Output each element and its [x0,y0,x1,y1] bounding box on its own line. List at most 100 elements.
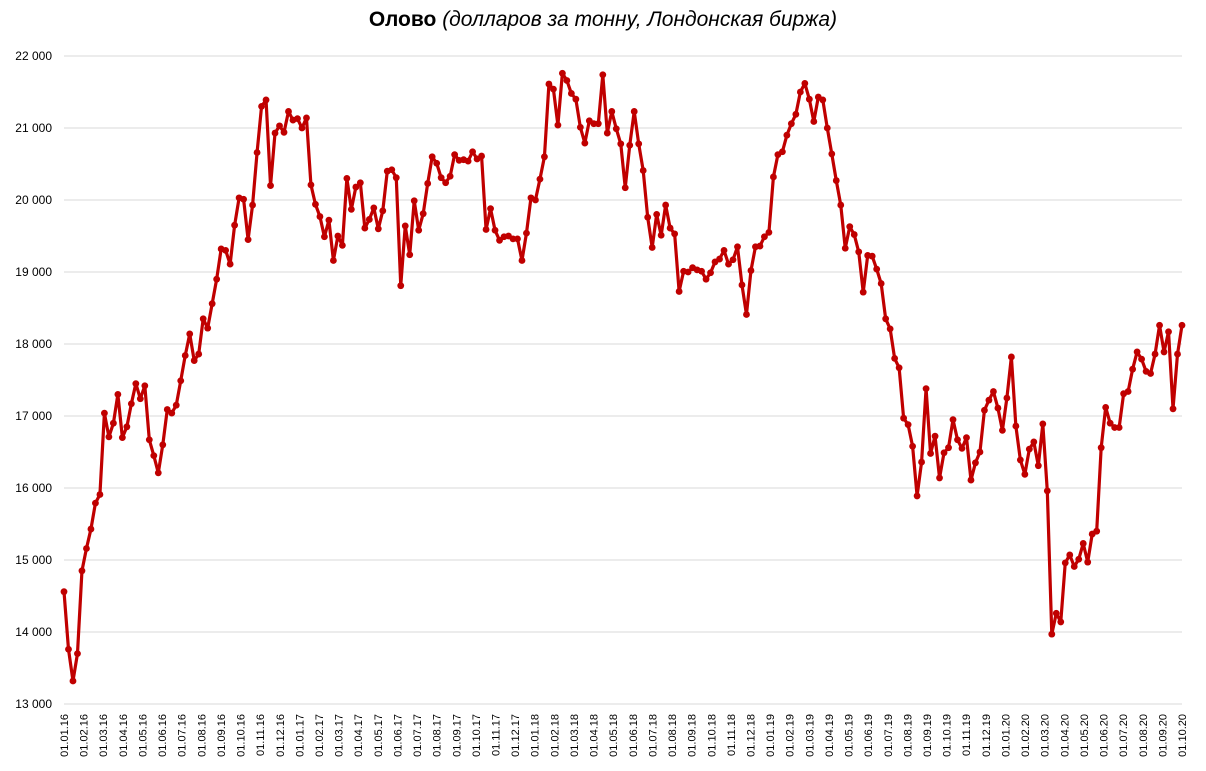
data-point [1178,321,1186,329]
gridlines [64,55,1182,705]
data-point [118,434,126,441]
data-point [109,419,117,427]
data-point [882,315,890,323]
x-tick-label: 01.07.16 [177,714,189,757]
data-point [608,108,616,115]
data-point [397,282,405,290]
data-point [931,432,939,440]
data-point [783,131,791,139]
data-point [267,182,274,190]
data-point [859,288,867,296]
data-point [379,207,387,215]
data-point [954,436,961,444]
x-axis-ticks: 01.01.16 01.02.16 01.03.16 01.04.16 01.05.16… [59,714,1189,757]
x-tick-label: 01.03.19 [804,714,816,757]
data-point [994,404,1002,412]
data-point [101,409,108,417]
data-point [1034,462,1042,470]
x-tick-label: 01.04.20 [1059,714,1071,757]
data-point [554,121,562,129]
y-tick-label: 21 000 [15,121,52,135]
data-point [141,382,149,390]
data-point [208,300,216,308]
data-point [868,252,876,260]
x-tick-label: 01.09.17 [451,714,463,757]
data-point [352,183,360,191]
data-point [621,184,629,192]
data-point [361,224,369,232]
data-point [617,140,625,148]
data-point [181,352,189,359]
data-point [1165,328,1172,336]
data-point [150,452,158,459]
data-point [1138,355,1145,363]
data-point [523,229,530,237]
data-point [698,267,705,275]
data-point [195,350,203,358]
data-point [644,213,652,221]
data-point [756,242,764,250]
data-point [545,80,553,88]
data-point [707,269,714,277]
data-point [74,650,81,657]
data-point [136,395,144,403]
x-tick-label: 01.09.20 [1157,714,1169,757]
data-point [837,201,845,209]
data-point [536,175,544,183]
data-point [967,476,975,484]
data-point [280,128,288,136]
x-tick-label: 01.06.20 [1099,714,1111,757]
data-point [294,115,301,123]
data-point [334,232,342,240]
data-point [841,244,849,252]
data-point [1057,618,1065,626]
data-point [909,442,916,450]
data-point [312,200,319,208]
data-point [244,236,252,244]
data-point [451,151,459,159]
data-point [770,173,777,181]
data-point [240,195,248,203]
data-point [778,148,786,156]
x-tick-label: 01.12.19 [981,714,993,757]
data-point [972,459,979,467]
x-tick-label: 01.06.19 [863,714,875,757]
data-point [419,210,427,218]
x-tick-label: 01.01.19 [765,714,777,757]
data-point [514,235,521,243]
data-point [442,179,450,187]
data-point [855,248,863,256]
data-point [949,416,957,423]
data-point [729,256,737,264]
x-tick-label: 01.03.17 [334,714,346,757]
data-point [271,129,279,137]
x-tick-label: 01.10.20 [1177,714,1189,757]
data-point [518,257,526,264]
x-tick-label: 01.04.18 [589,714,601,757]
x-tick-label: 01.11.17 [491,714,503,756]
x-tick-label: 01.06.17 [392,714,404,757]
x-tick-label: 01.01.17 [294,714,306,757]
data-point [316,213,324,220]
data-point [1075,555,1083,563]
data-point [747,267,755,274]
data-point [347,205,355,213]
y-tick-label: 20 000 [15,193,52,207]
x-tick-label: 01.09.16 [216,714,228,757]
data-point [725,260,732,268]
data-point [805,95,813,103]
x-tick-label: 01.07.20 [1118,714,1130,757]
data-point [558,69,566,77]
x-tick-label: 01.08.16 [196,714,208,757]
data-point [132,380,140,387]
data-point [532,196,539,204]
data-point [927,450,934,457]
x-tick-label: 01.10.16 [236,714,248,757]
data-point [83,545,90,552]
x-tick-label: 01.11.18 [726,714,738,756]
data-point [145,436,153,444]
x-tick-label: 01.12.16 [275,714,287,757]
data-point [424,180,432,187]
x-tick-label: 01.05.16 [137,714,149,757]
